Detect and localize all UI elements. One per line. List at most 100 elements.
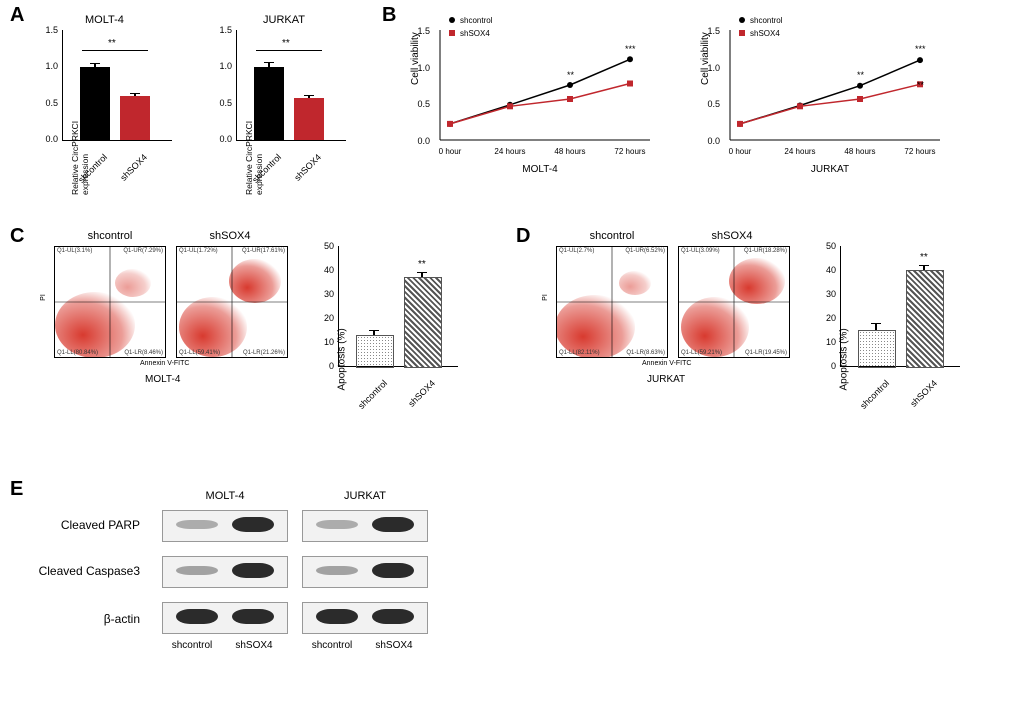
svg-text:shSOX4: shSOX4	[750, 29, 780, 38]
q-label: Q1-UL(1.72%)	[179, 248, 218, 254]
ytick: 50	[310, 241, 334, 251]
fc-plot-shcontrol: Q1-UL(3.1%) Q1-UR(7.29%) Q1-LL(80.84%) Q…	[54, 246, 166, 358]
svg-text:0.5: 0.5	[707, 99, 720, 109]
wb-row-label: β-actin	[20, 612, 140, 626]
bar-shSOX4	[120, 96, 150, 140]
panelA-jurkat-sig: **	[282, 38, 290, 49]
err	[875, 323, 877, 330]
band	[232, 609, 274, 624]
ytick: 20	[812, 313, 836, 323]
svg-text:JURKAT: JURKAT	[811, 164, 849, 175]
q-label: Q1-UR(17.61%)	[242, 248, 285, 254]
wb-row-label: Cleaved PARP	[20, 518, 140, 532]
svg-text:shcontrol: shcontrol	[460, 16, 493, 25]
panelD-ylabel: Apoptosis (%)	[839, 311, 850, 391]
band	[316, 520, 358, 529]
bar-shSOX4	[906, 270, 944, 368]
panelA-molt4-title: MOLT-4	[85, 14, 124, 26]
q-label: Q1-LL(59.21%)	[681, 350, 722, 356]
q-label: Q1-UL(3.1%)	[57, 248, 92, 254]
bar-shcontrol	[356, 335, 394, 368]
bar-shSOX4	[404, 277, 442, 368]
ytick: 10	[310, 337, 334, 347]
panelC-ylabel: Apoptosis (%)	[337, 311, 348, 391]
err	[919, 265, 929, 266]
band	[232, 563, 274, 578]
wb-header: JURKAT	[310, 490, 420, 502]
fc-xaxis: Annexin V-FITC	[140, 360, 189, 367]
band	[316, 609, 358, 624]
q-label: Q1-UR(18.28%)	[744, 248, 787, 254]
err	[130, 93, 140, 94]
q-label: Q1-UL(2.7%)	[559, 248, 594, 254]
q-label: Q1-UR(7.29%)	[123, 248, 163, 254]
band	[316, 566, 358, 575]
svg-text:0 hour: 0 hour	[729, 147, 752, 156]
err	[417, 272, 427, 273]
bar-shcontrol	[80, 67, 110, 140]
svg-text:72 hours: 72 hours	[614, 147, 645, 156]
q-label: Q1-UL(3.09%)	[681, 248, 720, 254]
svg-text:48 hours: 48 hours	[844, 147, 875, 156]
panelA-jurkat-title: JURKAT	[263, 14, 305, 26]
lane-label: shSOX4	[364, 640, 424, 651]
xlabel: shcontrol	[849, 378, 891, 420]
q-label: Q1-LR(19.45%)	[745, 350, 787, 356]
band	[176, 566, 218, 575]
svg-text:**: **	[567, 70, 575, 80]
fc-yaxis: PI	[40, 294, 47, 301]
band	[372, 609, 414, 624]
xlabel: shSOX4	[897, 378, 939, 420]
ytick: 0.0	[208, 134, 232, 144]
lane-label: shcontrol	[162, 640, 222, 651]
svg-text:24 hours: 24 hours	[494, 147, 525, 156]
ytick: 1.0	[34, 61, 58, 71]
fc-plot-shSOX4: Q1-UL(3.09%) Q1-UR(18.28%) Q1-LL(59.21%)…	[678, 246, 790, 358]
xlabel: shSOX4	[395, 378, 437, 420]
ytick: 0	[812, 361, 836, 371]
sig-line	[256, 50, 322, 51]
ytick: 40	[812, 265, 836, 275]
err	[871, 323, 881, 324]
band	[176, 520, 218, 529]
xlabel: shSOX4	[281, 152, 323, 194]
q-label: Q1-LL(80.84%)	[57, 350, 98, 356]
fc-title: shSOX4	[180, 230, 280, 242]
ytick: 0.5	[208, 98, 232, 108]
q-label: Q1-LL(59.41%)	[179, 350, 220, 356]
svg-text:0.0: 0.0	[417, 136, 430, 146]
svg-text:**: **	[857, 70, 865, 80]
bar-shcontrol	[858, 330, 896, 368]
err	[369, 330, 379, 331]
svg-text:***: ***	[625, 44, 636, 54]
err	[264, 62, 274, 63]
band	[176, 609, 218, 624]
xlabel: shcontrol	[347, 378, 389, 420]
panelA-molt4-sig: **	[108, 38, 116, 49]
bar-shSOX4	[294, 98, 324, 140]
q-label: Q1-LL(82.11%)	[559, 350, 600, 356]
ytick: 20	[310, 313, 334, 323]
wb-header: MOLT-4	[170, 490, 280, 502]
ytick: 0.0	[34, 134, 58, 144]
band	[372, 517, 414, 532]
svg-text:72 hours: 72 hours	[904, 147, 935, 156]
q-label: Q1-LR(8.63%)	[626, 350, 665, 356]
axis-y	[236, 30, 237, 140]
ytick: 0	[310, 361, 334, 371]
svg-text:0.5: 0.5	[417, 99, 430, 109]
fc-title: shSOX4	[682, 230, 782, 242]
ytick: 10	[812, 337, 836, 347]
err	[90, 63, 100, 64]
lane-label: shSOX4	[224, 640, 284, 651]
figure: A B C D E MOLT-4 Relative CircPRKCI expr…	[0, 0, 1020, 713]
svg-text:0.0: 0.0	[707, 136, 720, 146]
fc-plot-shcontrol: Q1-UL(2.7%) Q1-UR(6.52%) Q1-LL(82.11%) Q…	[556, 246, 668, 358]
lane-label: shcontrol	[302, 640, 362, 651]
fc-cell-label: MOLT-4	[145, 374, 180, 385]
panelC-sig: **	[418, 259, 426, 270]
svg-text:shSOX4: shSOX4	[460, 29, 490, 38]
xlabel: shSOX4	[107, 152, 149, 194]
q-label: Q1-LR(8.46%)	[124, 350, 163, 356]
label-C: C	[10, 225, 24, 248]
